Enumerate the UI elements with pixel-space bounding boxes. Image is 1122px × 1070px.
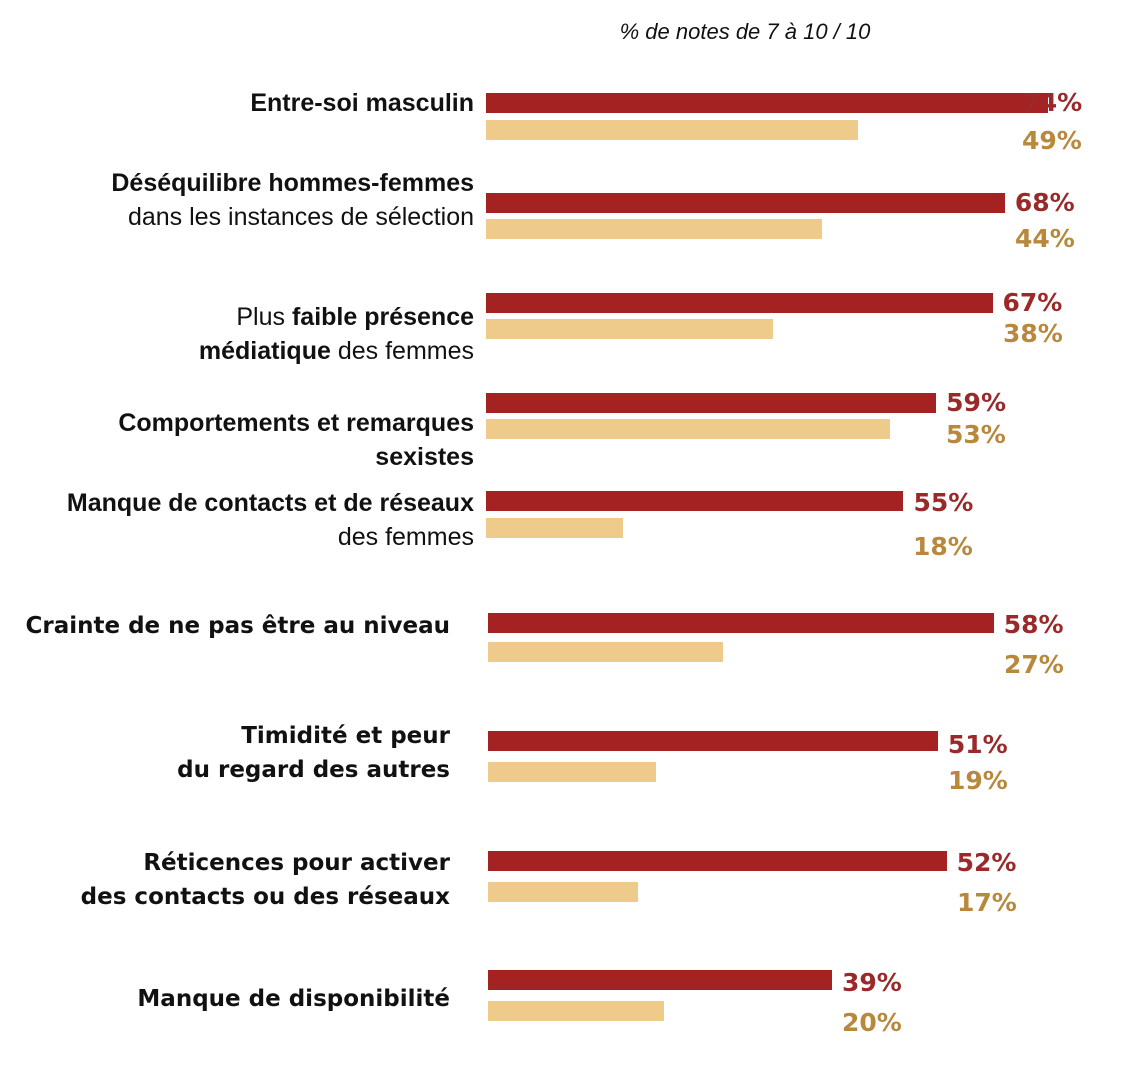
data-label-series-2: 53% [946,420,1006,449]
category-label-part: sexistes [375,443,474,471]
bar-series-2 [486,518,623,538]
data-label-series-2: 49% [1022,126,1082,155]
data-label-series-1: 52% [956,848,1017,877]
data-label-series-1: 68% [1014,188,1075,217]
data-label-series-2: 17% [957,888,1017,917]
bar-series-1 [486,93,1049,113]
bar-series-2 [488,1001,665,1021]
bar-series-1 [488,851,947,871]
category-label: Manque de contacts et de réseaux des femm… [67,486,474,554]
category-label-part: Plus [236,303,292,331]
data-label-series-2: 44% [1015,224,1075,253]
bar-series-2 [488,882,638,902]
category-label-part: Réticences pour activer [143,850,450,876]
bar-series-1 [488,970,832,990]
bar-series-1 [488,613,994,633]
chart-subtitle: % de notes de 7 à 10 / 10 [619,19,871,44]
data-label-series-2: 18% [913,532,973,561]
category-label-part: Déséquilibre hommes-femmes [111,169,474,197]
category-label-part: des femmes [337,523,474,551]
bar-series-1 [486,193,1005,213]
data-label-series-2: 19% [948,766,1008,795]
category-label: Crainte de ne pas être au niveau [25,609,450,643]
category-label-part: faible présence [291,303,474,331]
category-label-part: des femmes [330,337,474,365]
category-label: Timidité et peur du regard des autres [177,719,450,787]
category-label-part: Manque de disponibilité [137,986,450,1012]
bar-series-1 [486,293,993,313]
bar-series-1 [486,491,904,511]
bar-series-2 [486,419,891,439]
category-label-part: Timidité et peur [241,723,450,749]
category-label-part: Entre-soi masculin [250,89,474,117]
data-label-series-2: 38% [1003,319,1063,348]
data-label-series-1: 39% [841,968,902,997]
bar-series-2 [486,120,859,140]
category-label-part: Crainte de ne pas être au niveau [25,613,450,639]
category-label: Déséquilibre hommes-femmes dans les insta… [111,166,474,234]
data-label-series-2: 27% [1004,650,1064,679]
category-label: Entre-soi masculin [250,86,474,120]
bar-series-2 [486,219,822,239]
category-label: Manque de disponibilité [137,982,450,1016]
data-label-series-1: 55% [913,488,974,517]
data-label-series-1: 59% [946,388,1006,417]
category-label-part: dans les instances de sélection [127,203,474,231]
category-label: Comportements et remarques sexistes [118,406,474,474]
data-label-series-2: 20% [842,1008,902,1037]
category-label: Réticences pour activer des contacts ou d… [81,846,450,914]
category-label-part: des contacts ou des réseaux [80,884,450,910]
category-label: Plus faible présence médiatique des femme… [199,300,474,368]
bar-series-2 [486,319,774,339]
data-label-series-1: 67% [1002,288,1063,317]
bar-series-2 [488,642,724,662]
bar-series-1 [486,393,937,413]
category-label-part: Comportements et remarques [118,409,474,437]
category-label-part: médiatique [198,337,331,365]
category-label-part: du regard des autres [177,757,450,783]
data-label-series-1: 74% [1022,88,1083,117]
bar-series-2 [488,762,656,782]
category-label-part: Manque de contacts et de réseaux [66,489,474,517]
data-label-series-1: 51% [947,730,1008,759]
bar-series-1 [488,731,938,751]
data-label-series-1: 58% [1003,610,1064,639]
